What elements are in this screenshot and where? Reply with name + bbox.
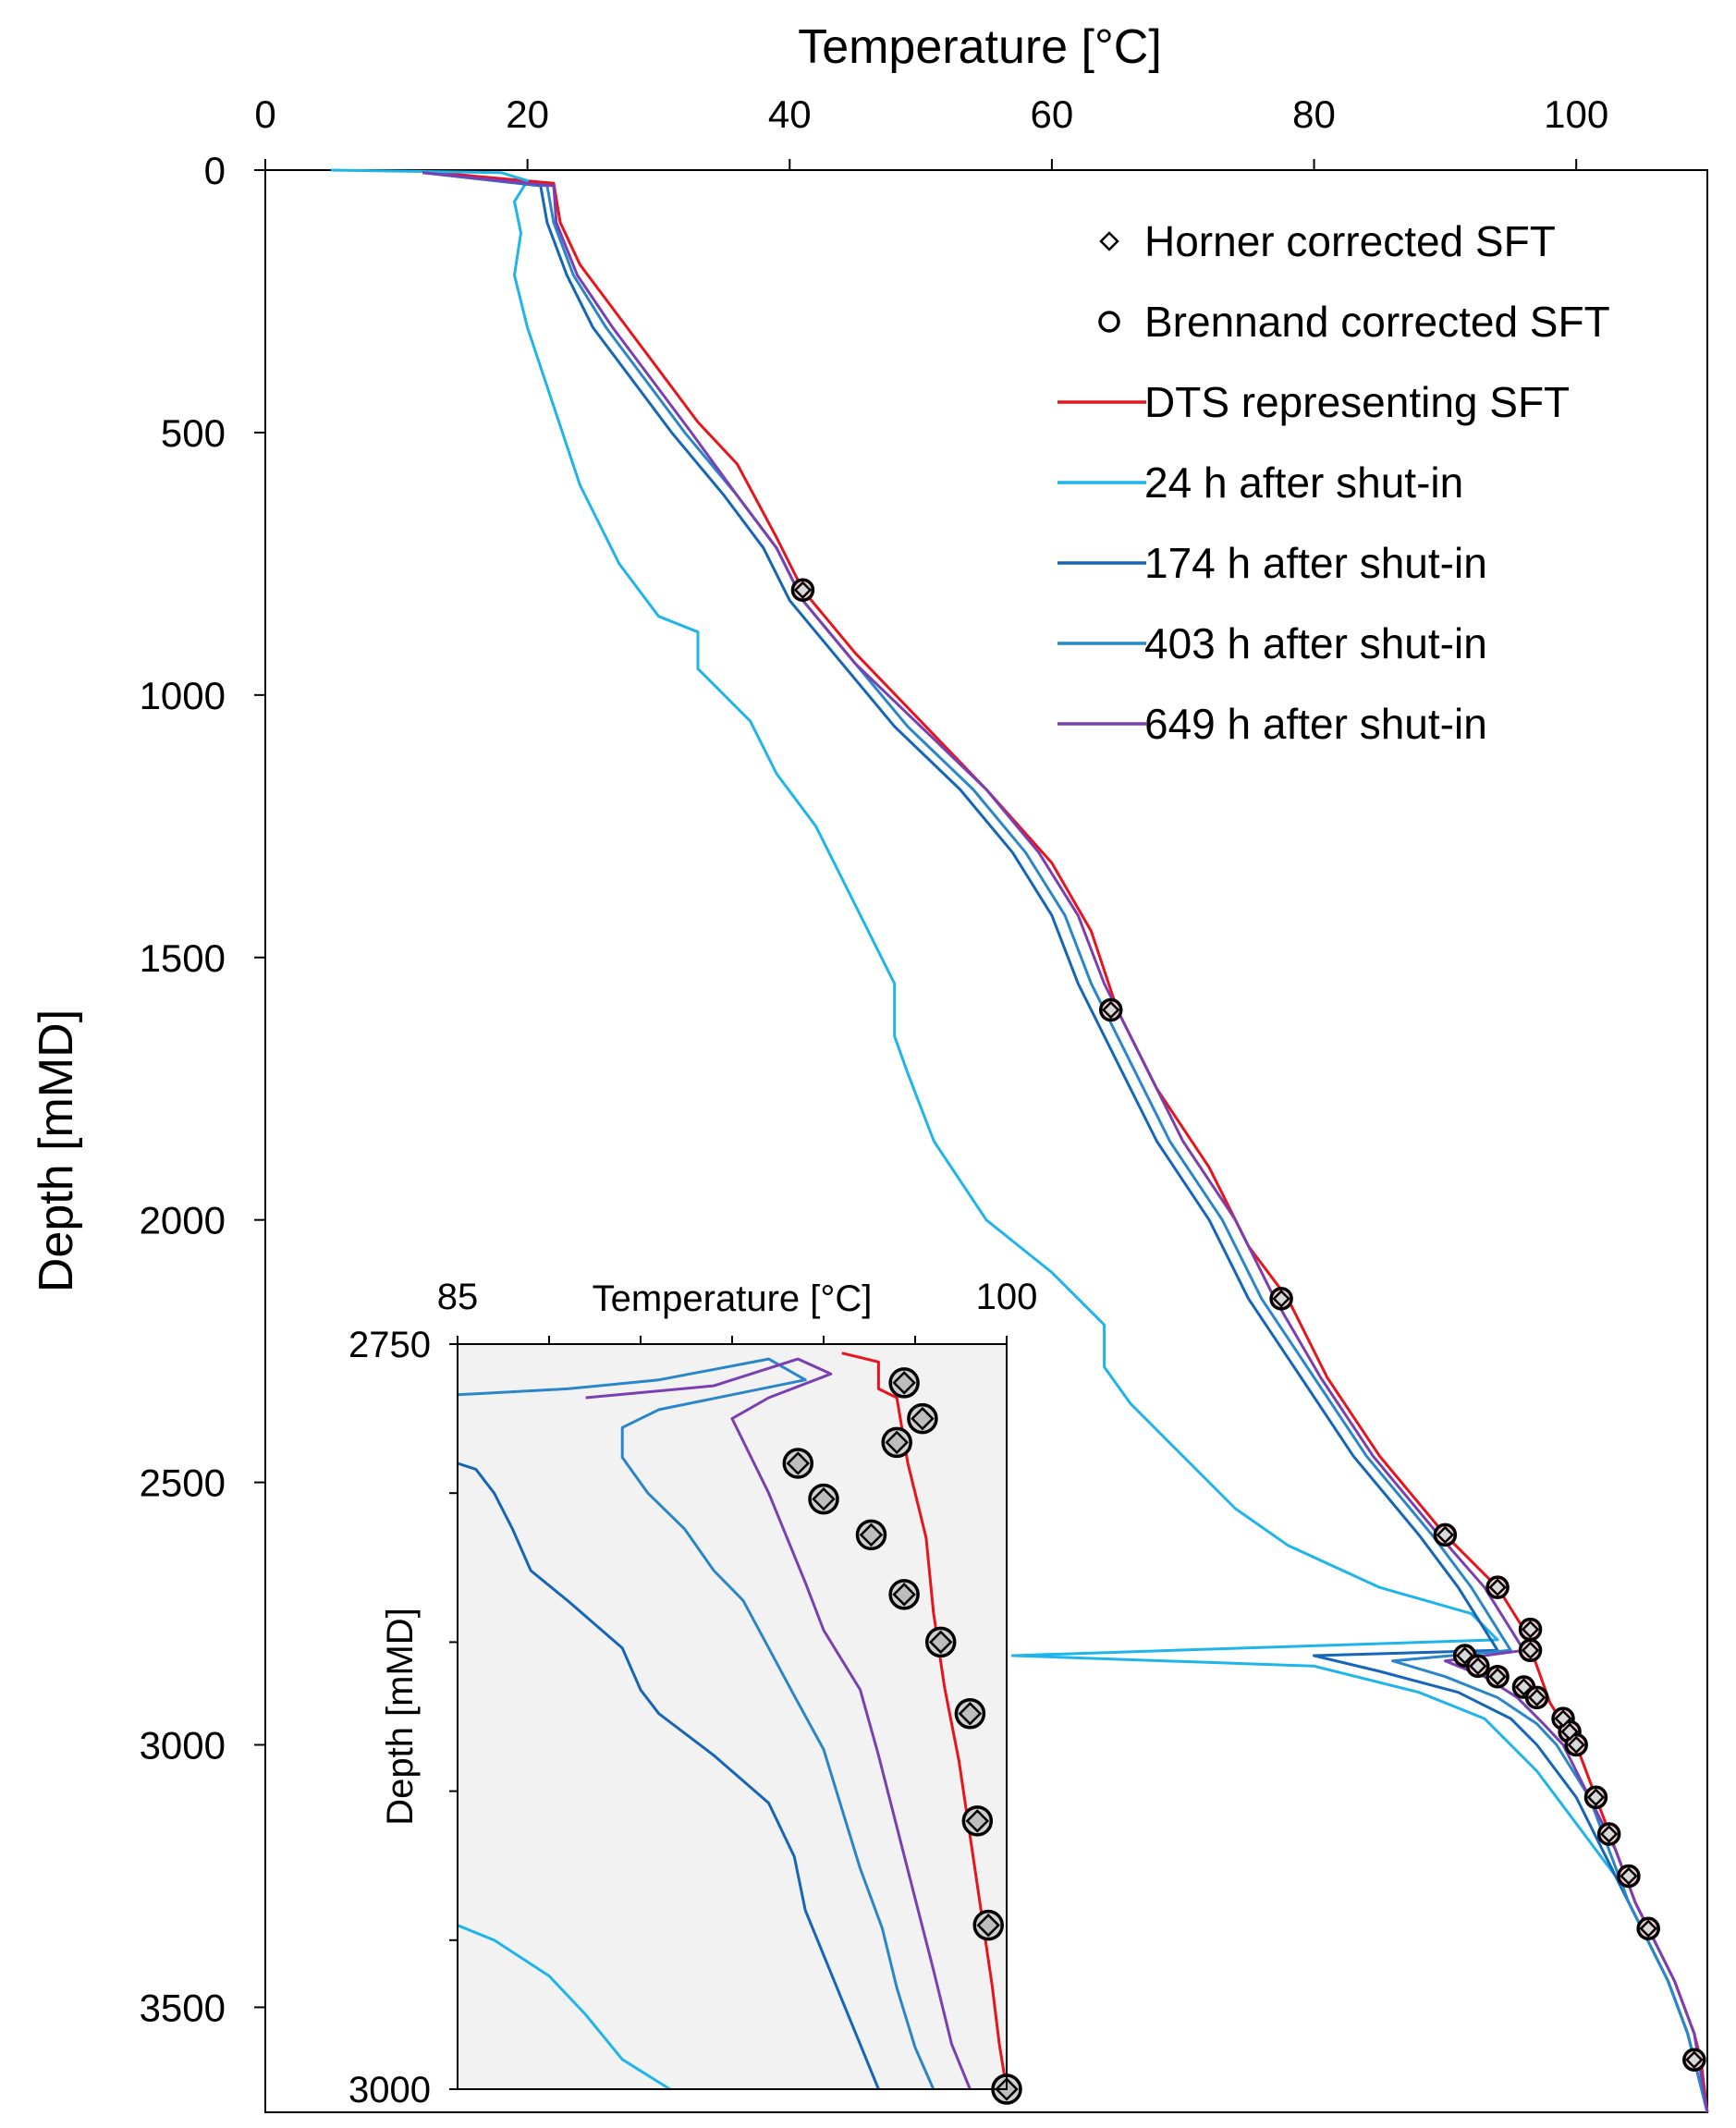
horner-marker-16 bbox=[1599, 1825, 1619, 1843]
inset-series-line-174-h-after-shut-in bbox=[457, 1461, 880, 2090]
inset-y-tick-label-0: 2750 bbox=[348, 1325, 431, 1365]
horner-marker-15 bbox=[1586, 1788, 1606, 1807]
horner-marker-1 bbox=[1101, 1000, 1120, 1020]
inset-horner-marker-3 bbox=[786, 1451, 811, 1475]
y-tick-label-0: 0 bbox=[204, 149, 226, 192]
horner-marker-18 bbox=[1639, 1919, 1657, 1938]
inset-horner-marker-6 bbox=[892, 1583, 916, 1607]
main-x-axis-label: Temperature [°C] bbox=[798, 20, 1162, 74]
legend-symbol-horner-corrected-sft bbox=[1099, 231, 1119, 251]
horner-marker-19 bbox=[1685, 2050, 1704, 2069]
inset-horner-marker-9 bbox=[965, 1809, 990, 1833]
y-tick-label-2000: 2000 bbox=[140, 1199, 226, 1242]
legend-label-brennand-corrected-sft: Brennand corrected SFT bbox=[1144, 298, 1610, 346]
inset-series-line-649-h-after-shut-in bbox=[585, 1357, 972, 2090]
main-plot: 0 20 40 60 80 100 0 500 1000 1500 2000 2500 3000 350… bbox=[30, 20, 1709, 2113]
legend-label-24-h-after-shut-in: 24 h after shut-in bbox=[1144, 459, 1463, 507]
legend-label-horner-corrected-sft: Horner corrected SFT bbox=[1144, 217, 1556, 265]
inset-x-axis-label: Temperature [°C] bbox=[593, 1278, 873, 1319]
series-line-174-h-after-shut-in bbox=[422, 171, 1709, 2113]
horner-marker-17 bbox=[1620, 1866, 1638, 1886]
inset-plot: 85 100 2750 3000 Temperature [°C] Depth [mM… bbox=[348, 1277, 1037, 2110]
x-tick-label-100: 100 bbox=[1544, 92, 1608, 136]
inset-horner-marker-8 bbox=[958, 1702, 983, 1726]
x-tick-label-20: 20 bbox=[506, 92, 549, 136]
horner-marker-14 bbox=[1567, 1735, 1585, 1755]
inset-series-line-403-h-after-shut-in bbox=[457, 1357, 935, 2090]
inset-horner-marker-4 bbox=[812, 1486, 836, 1511]
horner-marker-9 bbox=[1488, 1667, 1507, 1686]
main-y-axis-label: Depth [mMD] bbox=[30, 1009, 83, 1292]
series-line-24-h-after-shut-in bbox=[330, 168, 1709, 2113]
horner-marker-6 bbox=[1521, 1641, 1540, 1660]
legend-symbol-brennand-corrected-sft bbox=[1098, 311, 1120, 333]
horner-marker-8 bbox=[1469, 1657, 1487, 1676]
horner-marker-10 bbox=[1514, 1678, 1534, 1696]
legend-label-174-h-after-shut-in: 174 h after shut-in bbox=[1144, 539, 1487, 587]
y-tick-label-500: 500 bbox=[161, 411, 226, 455]
inset-horner-marker-1 bbox=[911, 1406, 935, 1431]
main-y-axis: 0 500 1000 1500 2000 2500 3000 3500 bbox=[140, 149, 265, 2029]
y-tick-label-3000: 3000 bbox=[140, 1724, 226, 1767]
inset-y-tick-label-1: 3000 bbox=[348, 2070, 431, 2110]
horner-marker-11 bbox=[1527, 1688, 1547, 1707]
main-x-axis: 0 20 40 60 80 100 bbox=[254, 92, 1608, 170]
y-tick-label-1500: 1500 bbox=[140, 936, 226, 980]
horner-marker-4 bbox=[1488, 1578, 1507, 1596]
legend-label-dts-representing-sft: DTS representing SFT bbox=[1144, 378, 1570, 426]
inset-horner-marker-7 bbox=[928, 1630, 953, 1655]
inset-horner-marker-0 bbox=[892, 1371, 916, 1395]
main-series-group bbox=[330, 168, 1709, 2113]
inset-horner-marker-10 bbox=[976, 1913, 1000, 1938]
inset-y-axis-label: Depth [mMD] bbox=[380, 1608, 421, 1826]
legend: Horner corrected SFT Brennand corrected S… bbox=[1057, 217, 1610, 748]
legend-label-403-h-after-shut-in: 403 h after shut-in bbox=[1144, 619, 1487, 667]
inset-horner-marker-5 bbox=[859, 1523, 884, 1547]
x-tick-label-80: 80 bbox=[1292, 92, 1336, 136]
horner-marker-3 bbox=[1436, 1525, 1455, 1545]
inset-plot-background bbox=[458, 1344, 1007, 2089]
series-line-649-h-after-shut-in bbox=[422, 171, 1709, 2113]
x-tick-label-0: 0 bbox=[254, 92, 275, 136]
inset-x-tick-label-0: 85 bbox=[437, 1277, 479, 1317]
y-tick-label-1000: 1000 bbox=[140, 674, 226, 717]
main-markers-group bbox=[790, 578, 1706, 2072]
horner-marker-7 bbox=[1455, 1646, 1474, 1665]
legend-label-649-h-after-shut-in: 649 h after shut-in bbox=[1144, 700, 1487, 748]
inset-x-tick-label-1: 100 bbox=[976, 1277, 1038, 1317]
inset-series-line-24-h-after-shut-in bbox=[457, 1924, 671, 2091]
horner-marker-5 bbox=[1521, 1620, 1540, 1639]
y-tick-label-3500: 3500 bbox=[140, 1986, 226, 2029]
y-tick-label-2500: 2500 bbox=[140, 1461, 226, 1505]
main-plot-frame bbox=[264, 169, 1708, 2113]
horner-marker-12 bbox=[1554, 1709, 1572, 1728]
x-tick-label-40: 40 bbox=[768, 92, 812, 136]
horner-marker-2 bbox=[1272, 1290, 1290, 1308]
inset-horner-marker-2 bbox=[885, 1430, 909, 1455]
x-tick-label-60: 60 bbox=[1031, 92, 1074, 136]
horner-marker-0 bbox=[793, 581, 813, 600]
horner-marker-13 bbox=[1560, 1722, 1579, 1742]
inset-axes: 85 100 2750 3000 bbox=[348, 1277, 1037, 2110]
